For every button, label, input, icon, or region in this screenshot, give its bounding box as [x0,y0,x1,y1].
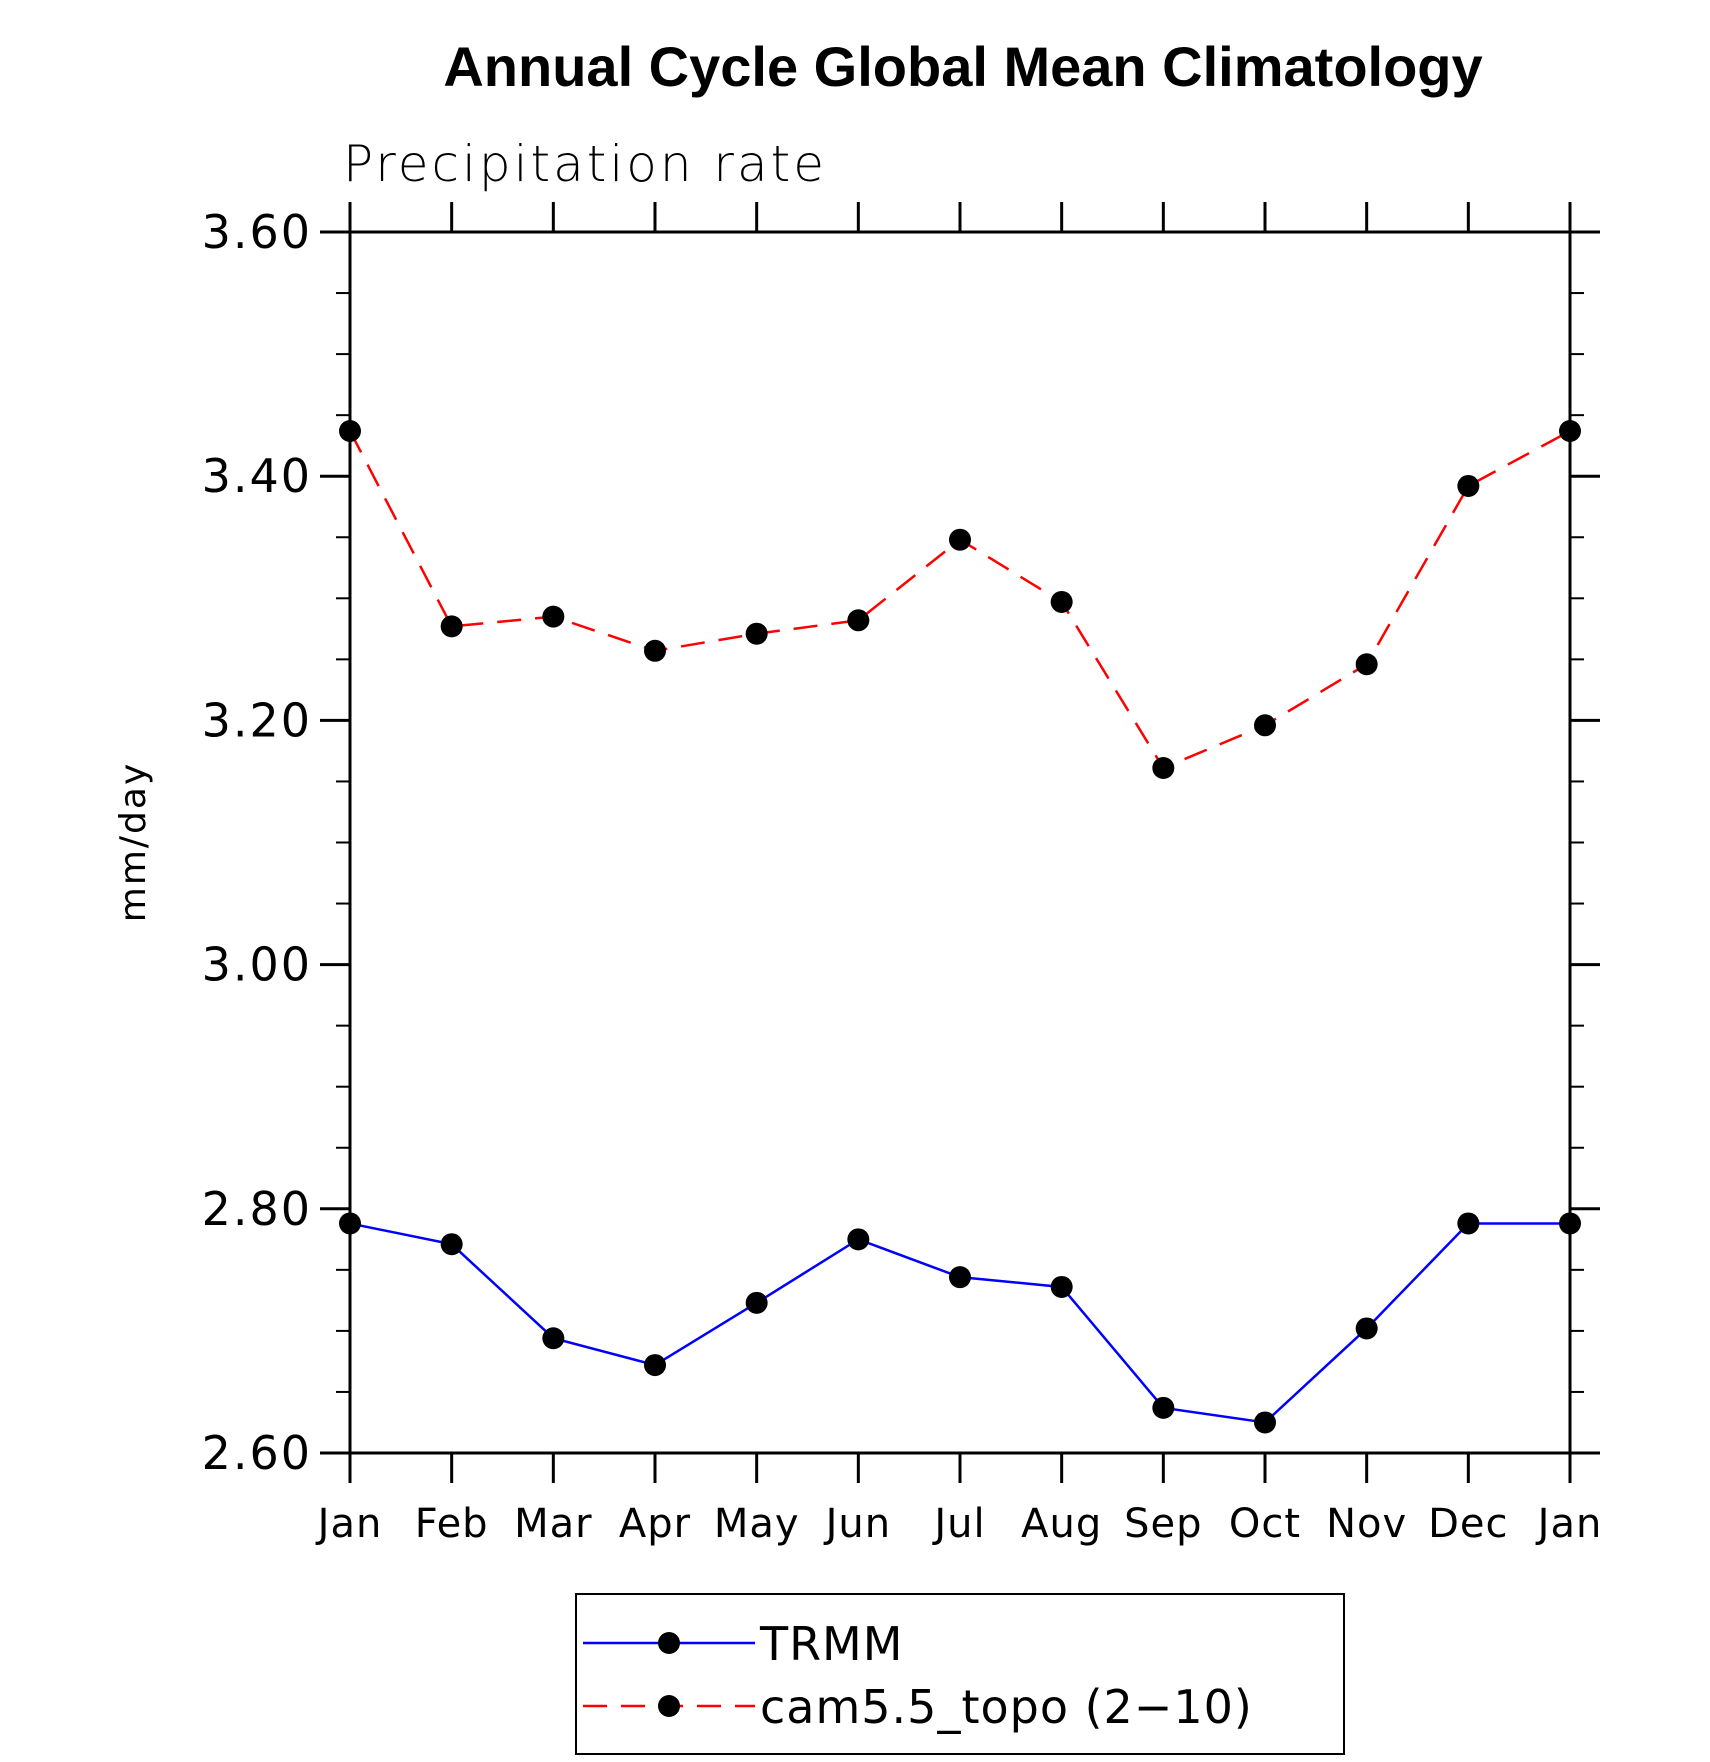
x-tick-label: Oct [1229,1501,1301,1547]
data-point [1355,1317,1378,1340]
data-point [745,1291,768,1314]
x-tick-label: Apr [619,1501,691,1547]
y-tick-label: 3.20 [202,693,312,747]
y-tick-label: 3.60 [202,205,312,259]
x-tick-label: Nov [1326,1501,1407,1547]
legend-marker [658,1695,680,1717]
x-tick-label: Jan [1535,1501,1603,1547]
y-tick-label: 2.60 [202,1426,312,1480]
data-point [1355,653,1378,676]
data-point [542,605,565,628]
data-point [440,615,463,638]
series-line [348,429,1571,770]
data-point [1152,757,1175,780]
data-point [1254,714,1276,737]
series-cam5-5-topo [339,420,1581,780]
chart-title: Annual Cycle Global Mean Climatology [443,35,1482,98]
data-point [1254,1411,1276,1434]
x-tick-label: Aug [1021,1501,1102,1547]
data-point [949,528,971,551]
y-axis-label: mm/day [113,762,154,922]
chart-subtitle: Precipitation rate [343,135,827,193]
x-tick-label: Feb [415,1501,489,1547]
data-point [440,1233,463,1256]
data-point [339,420,361,443]
x-tick-label: Jul [931,1501,985,1547]
x-axis-ticks: Jan Feb Mar Apr May Jun Jul Aug Sep Oct Nov Dec Jan [315,202,1603,1547]
legend-box [575,1593,1345,1755]
data-point [949,1266,971,1289]
series-layer [339,420,1581,1434]
data-point [1152,1396,1175,1419]
data-point [339,1212,361,1235]
data-point [1050,1275,1073,1298]
x-tick-label: Dec [1428,1501,1508,1547]
legend: TRMM cam5.5_topo (2−10) [575,1593,1345,1755]
y-tick-label: 3.00 [202,938,312,992]
legend-items: TRMM cam5.5_topo (2−10) [583,1617,1253,1734]
x-tick-label: Sep [1124,1501,1202,1547]
data-point [1457,474,1480,497]
data-point [644,1354,666,1377]
legend-label: cam5.5_topo (2−10) [760,1680,1253,1734]
data-point [847,609,870,632]
data-point [745,622,768,645]
legend-marker [658,1632,680,1654]
data-point [644,639,666,662]
x-tick-label: Mar [514,1501,592,1547]
x-tick-label: Jun [823,1501,892,1547]
data-point [1457,1212,1480,1235]
legend-label: TRMM [759,1617,903,1671]
y-axis-ticks: 3.60 3.40 3.20 3.00 2.80 2.60 [202,205,1600,1480]
data-point [542,1327,565,1350]
data-point [847,1228,870,1251]
data-point [1559,1212,1581,1235]
y-tick-label: 2.80 [202,1182,312,1236]
series-trmm [339,1212,1581,1434]
series-line [349,1222,1570,1424]
x-tick-label: Jan [315,1501,383,1547]
data-point [1559,420,1581,443]
data-point [1050,590,1073,613]
y-tick-label: 3.40 [202,449,312,503]
x-tick-label: May [714,1501,800,1547]
